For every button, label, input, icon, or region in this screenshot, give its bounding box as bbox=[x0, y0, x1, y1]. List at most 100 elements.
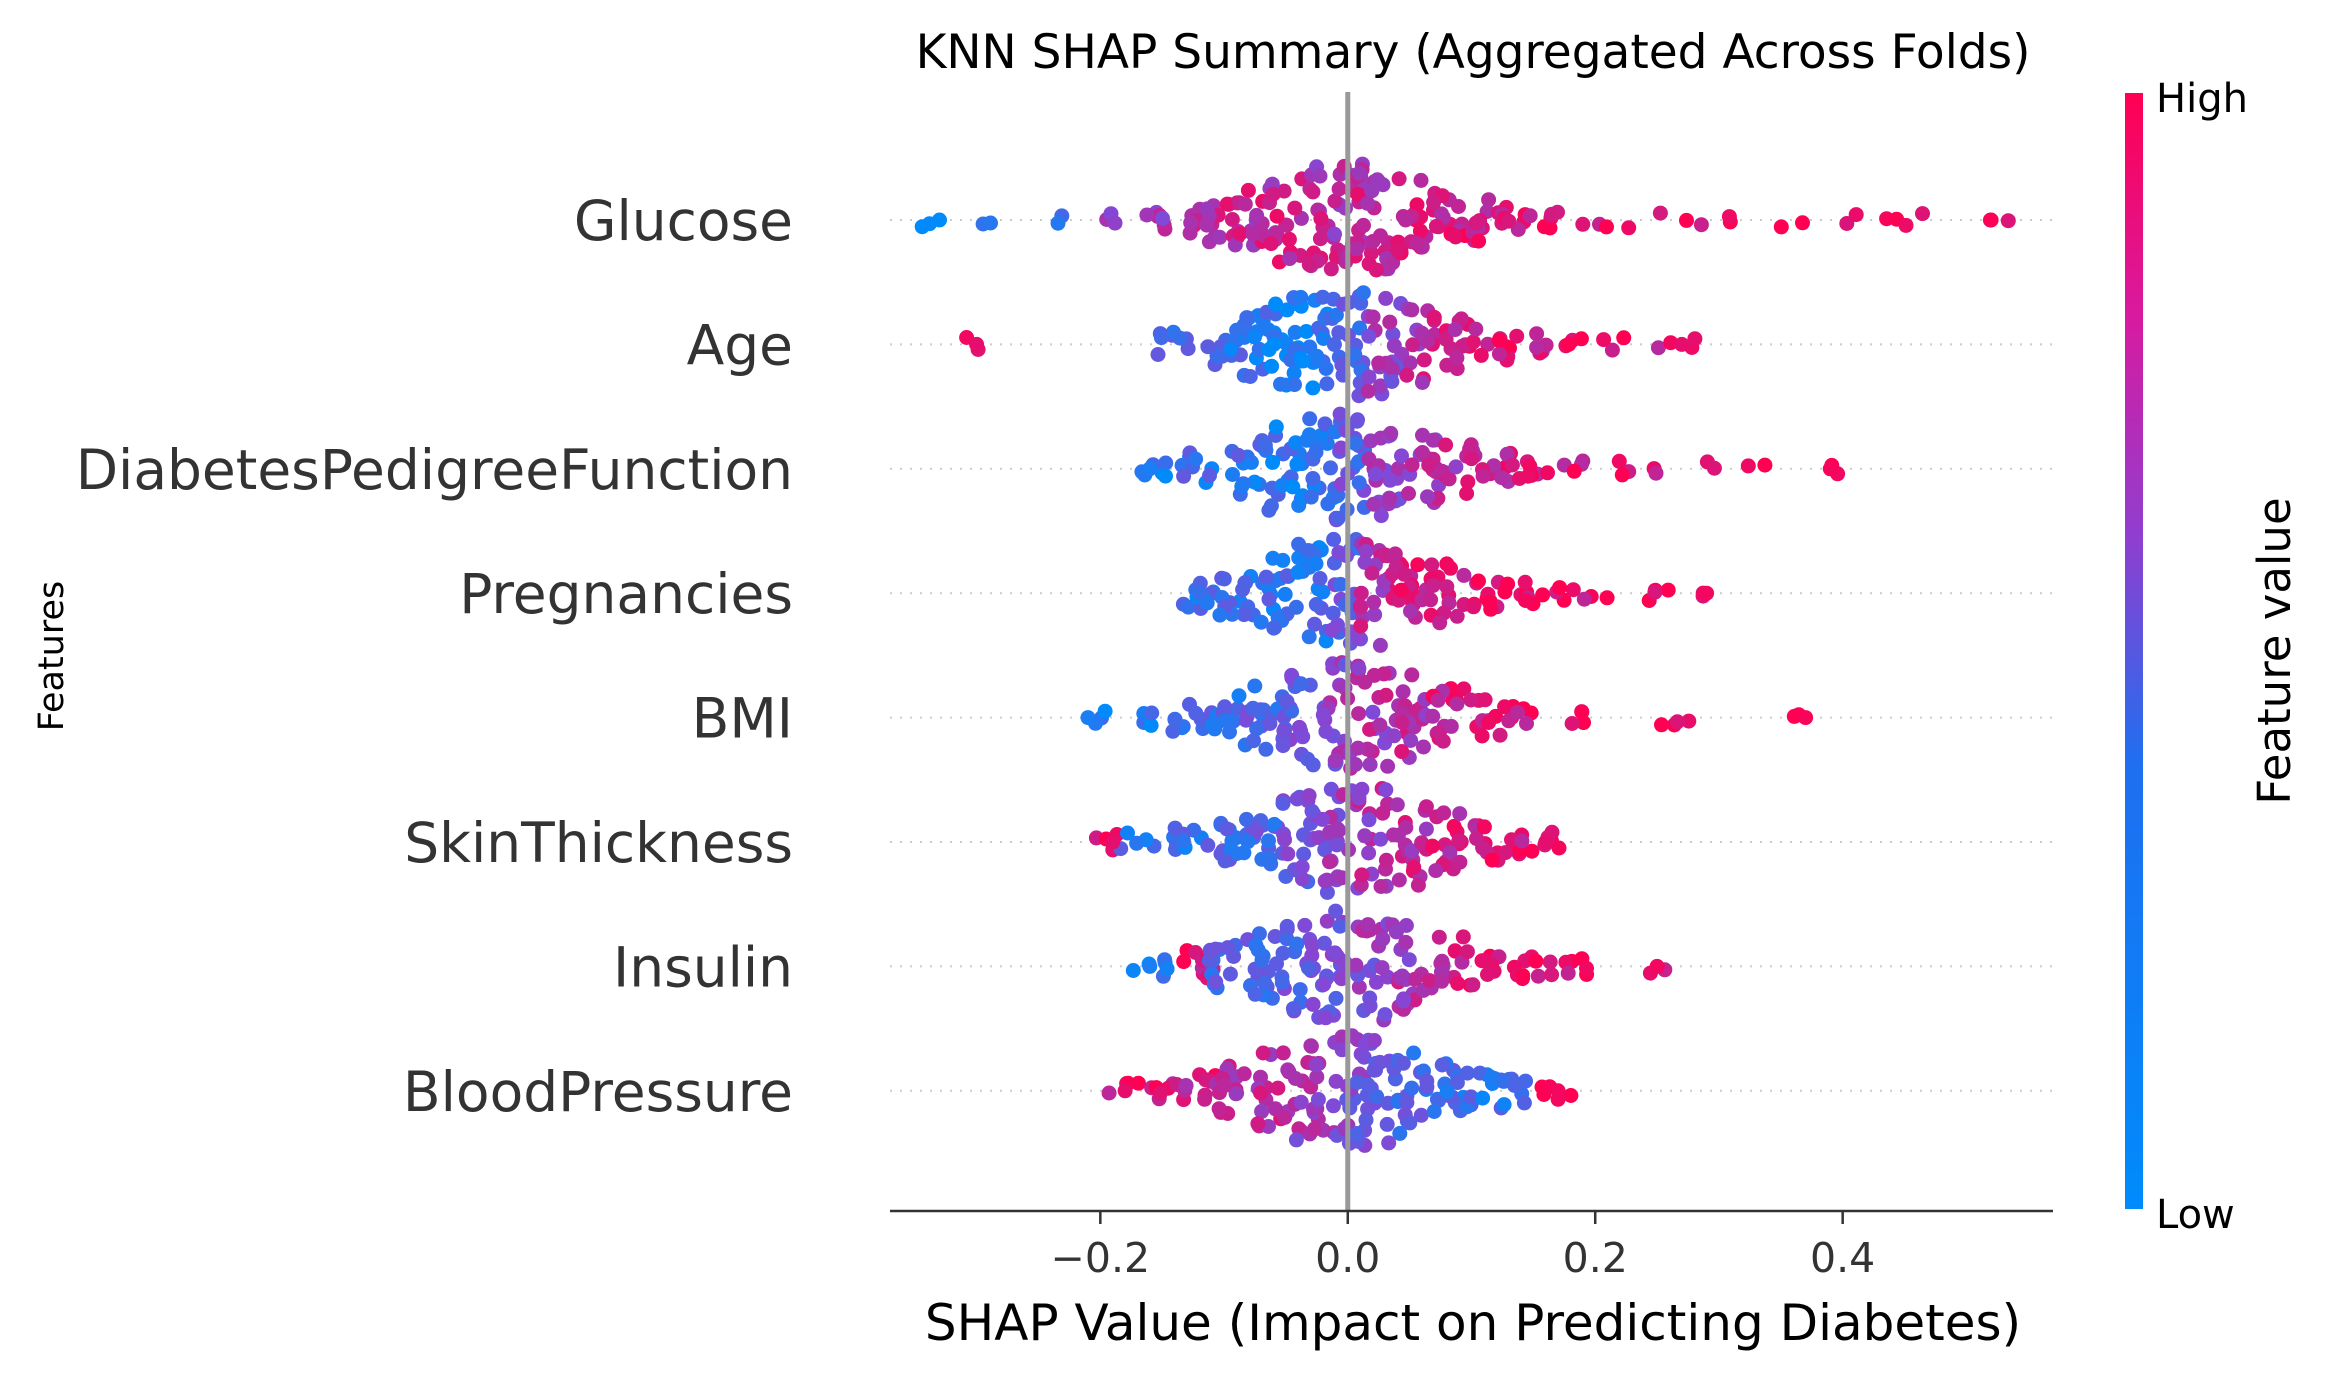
shap-point bbox=[1208, 974, 1224, 990]
shap-point bbox=[1253, 1085, 1269, 1101]
shap-point bbox=[1351, 790, 1367, 806]
shap-point bbox=[1279, 694, 1295, 709]
shap-point bbox=[1394, 448, 1409, 464]
shap-point bbox=[1158, 455, 1174, 471]
shap-point bbox=[1107, 215, 1123, 231]
shap-point bbox=[1289, 791, 1305, 807]
shap-point bbox=[1410, 557, 1426, 573]
shap-point bbox=[1551, 840, 1567, 856]
shap-point bbox=[1434, 973, 1450, 989]
shap-point bbox=[1463, 692, 1479, 708]
shap-point bbox=[1351, 661, 1367, 676]
shap-point bbox=[1481, 715, 1497, 730]
shap-point bbox=[1504, 457, 1520, 473]
shap-point bbox=[1447, 228, 1463, 244]
shap-point bbox=[1450, 976, 1466, 991]
shap-point bbox=[1232, 226, 1248, 242]
shap-point bbox=[1293, 289, 1309, 305]
shap-point bbox=[1415, 427, 1430, 443]
shap-point bbox=[1443, 718, 1459, 734]
shap-point bbox=[1360, 383, 1376, 399]
shap-point bbox=[1334, 476, 1349, 492]
shap-point bbox=[1394, 714, 1410, 730]
shap-point bbox=[1915, 206, 1930, 222]
shap-point bbox=[1223, 341, 1239, 357]
shap-point bbox=[1472, 1065, 1488, 1081]
shap-point bbox=[1285, 1001, 1301, 1017]
feature-label: Glucose bbox=[574, 189, 793, 253]
shap-point bbox=[1446, 818, 1462, 834]
shap-point bbox=[1308, 556, 1324, 572]
shap-point bbox=[1208, 941, 1224, 957]
shap-point bbox=[1599, 219, 1614, 235]
shap-point bbox=[1497, 699, 1513, 715]
shap-point bbox=[1253, 614, 1269, 630]
shap-point bbox=[1378, 782, 1394, 798]
shap-point bbox=[1382, 472, 1398, 488]
shap-point bbox=[1579, 960, 1594, 976]
shap-point bbox=[1266, 620, 1282, 636]
shap-point bbox=[1354, 867, 1370, 883]
shap-point bbox=[1456, 567, 1472, 583]
shap-point bbox=[1265, 186, 1281, 202]
shap-point bbox=[1388, 924, 1404, 940]
shap-point bbox=[1261, 833, 1276, 849]
shap-point bbox=[1197, 1091, 1213, 1107]
shap-point bbox=[1652, 205, 1668, 221]
y-axis-label: Features bbox=[32, 581, 72, 732]
shap-point bbox=[1438, 437, 1454, 453]
shap-point bbox=[1327, 753, 1343, 769]
shap-point bbox=[1209, 348, 1225, 364]
shap-point bbox=[1222, 724, 1237, 740]
shap-point bbox=[1365, 309, 1381, 325]
shap-point bbox=[983, 215, 998, 231]
shap-point bbox=[1328, 1073, 1344, 1089]
shap-point bbox=[1237, 575, 1253, 591]
colorbar-high-label: High bbox=[2156, 76, 2248, 122]
shap-point bbox=[1255, 1045, 1271, 1061]
shap-point bbox=[1496, 1097, 1512, 1113]
shap-point bbox=[1304, 803, 1320, 819]
shap-point bbox=[1207, 721, 1223, 737]
shap-point bbox=[1266, 816, 1282, 832]
shap-point bbox=[1465, 977, 1481, 993]
shap-point bbox=[1386, 338, 1402, 354]
shap-point bbox=[1369, 1089, 1385, 1105]
shap-point bbox=[1305, 184, 1321, 200]
shap-point bbox=[1575, 216, 1591, 232]
shap-point bbox=[1348, 957, 1364, 973]
shap-point bbox=[1455, 929, 1471, 945]
shap-point bbox=[1308, 1057, 1324, 1073]
shap-point bbox=[1287, 324, 1303, 340]
shap-point bbox=[1452, 806, 1468, 822]
shap-point bbox=[1449, 696, 1465, 712]
shap-point bbox=[1529, 326, 1545, 342]
shap-point bbox=[1117, 1083, 1133, 1099]
shap-point bbox=[1401, 486, 1416, 501]
shap-point bbox=[1357, 554, 1373, 570]
shap-point bbox=[1349, 1126, 1365, 1141]
shap-point bbox=[1405, 337, 1421, 353]
shap-point bbox=[1155, 210, 1170, 226]
shap-point bbox=[1468, 321, 1484, 337]
shap-point bbox=[1295, 353, 1311, 369]
shap-point bbox=[1361, 328, 1377, 344]
shap-point bbox=[1275, 795, 1291, 811]
shap-point bbox=[1331, 823, 1347, 838]
shap-point bbox=[1679, 212, 1694, 228]
shap-point bbox=[1353, 618, 1369, 634]
shap-point bbox=[1202, 468, 1217, 483]
shap-point bbox=[1419, 1073, 1435, 1089]
shap-point bbox=[1520, 468, 1536, 484]
shap-point bbox=[1480, 967, 1495, 982]
shap-point bbox=[1459, 486, 1475, 501]
shap-point bbox=[1431, 929, 1447, 945]
shap-point bbox=[1200, 837, 1216, 853]
shap-point bbox=[1378, 290, 1394, 306]
shap-point bbox=[1361, 256, 1377, 272]
shap-point bbox=[1159, 961, 1175, 977]
shap-point bbox=[1347, 757, 1363, 772]
colorbar bbox=[2125, 93, 2143, 1209]
